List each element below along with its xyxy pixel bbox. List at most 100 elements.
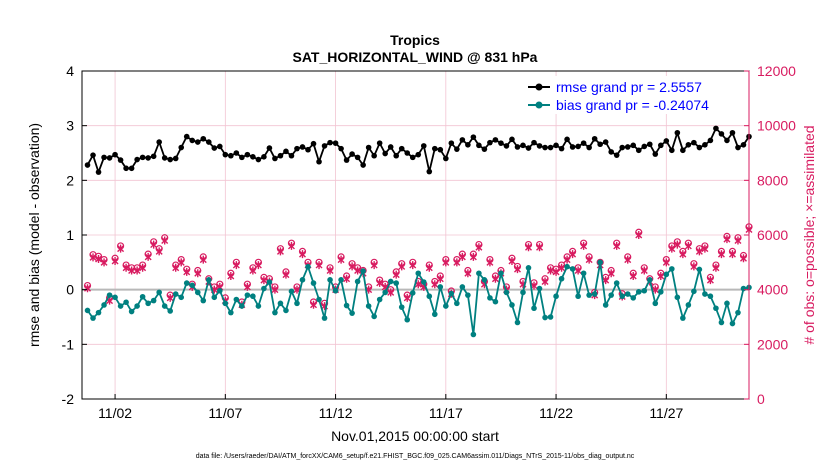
rmse-point [123,165,129,172]
bias-point [509,302,515,308]
obs-assimilated-point [343,274,351,283]
rmse-point [178,144,185,151]
obs-assimilated-point [249,266,257,275]
obs-assimilated-point [464,269,472,278]
rmse-point [128,165,135,172]
rmse-point [415,151,422,158]
rmse-point [117,157,124,163]
obs-assimilated-point [475,243,483,252]
y-tick-label: 2 [66,172,74,188]
rmse-point [371,152,377,159]
rmse-point [316,158,322,165]
rmse-point [569,144,576,150]
obs-assimilated-point [574,266,582,275]
bias-point [652,300,659,307]
obs-assimilated-point [486,258,494,267]
obs-assimilated-point [370,261,378,270]
obs-assimilated-point [392,270,400,279]
obs-assimilated-point [111,256,119,265]
bias-point [255,303,262,309]
obs-assimilated-point [161,236,169,245]
bias-point [564,263,570,270]
y-tick-label: 3 [66,118,74,134]
rmse-point [487,139,493,146]
obs-assimilated-point [580,241,588,250]
rmse-point [90,152,96,158]
rmse-point [376,140,383,146]
bias-point [321,315,328,321]
rmse-point [702,142,708,148]
bias-point [420,279,427,285]
bias-point [437,284,444,290]
rmse-point [724,137,730,144]
obs-assimilated-point [128,266,136,275]
rmse-point [635,147,642,154]
obs-assimilated-point [552,267,560,276]
rmse-point [580,140,587,146]
obs-assimilated-point [122,263,130,272]
rmse-point [426,168,433,175]
obs-assimilated-point [547,266,555,275]
rmse-point [503,143,510,149]
obs-assimilated-point [635,231,643,239]
rmse-point [729,129,736,136]
obs-assimilated-point [657,272,665,280]
bias-point [250,293,256,300]
obs-assimilated-point [585,255,593,264]
rmse-point [641,143,648,150]
rmse-point [332,140,339,146]
obs-assimilated-point [326,266,334,275]
bias-point [735,309,741,316]
bias-point [624,291,631,297]
rmse-point [591,135,598,142]
bias-point [443,303,449,309]
obs-assimilated-point [525,243,532,252]
bias-point [371,313,377,320]
legend-box [523,76,745,114]
bias-point [288,288,295,295]
bias-point [134,303,140,309]
bias-point [669,266,675,272]
bias-point [189,282,196,289]
rmse-point [454,146,460,152]
obs-assimilated-point [695,247,703,256]
rmse-point [354,154,361,161]
bias-point [409,290,416,296]
bias-point [161,303,168,309]
bias-point [217,287,223,294]
legend-rmse-marker [535,83,543,91]
obs-assimilated-point [177,258,185,267]
rmse-point [398,145,405,152]
obs-assimilated-point [243,282,251,291]
rmse-point [696,144,703,151]
obs-assimilated-point [513,265,521,274]
bias-point [613,280,620,286]
obs-assimilated-point [260,276,268,285]
bias-point [685,302,692,308]
grid-layer [82,71,749,399]
y-tick-label-right: 2000 [757,336,788,352]
obs-assimilated-point [701,244,709,253]
rmse-point [244,151,251,158]
obs-assimilated-point [569,250,577,259]
rmse-point [470,134,477,140]
obs-assimilated-point [491,274,499,283]
obs-assimilated-point [199,255,207,264]
rmse-point [404,150,411,156]
bias-point [547,314,554,320]
bias-point [465,292,471,298]
x-tick-label: 11/22 [539,405,573,421]
bias-point [459,284,466,290]
bias-point [316,296,322,303]
obs-assimilated-point [133,266,141,275]
rmse-point [239,154,245,161]
rmse-point [161,155,168,161]
bias-point [244,292,251,298]
obs-assimilated-point [624,255,632,264]
bias-point [194,289,201,296]
bias-point [680,315,686,321]
obs-assimilated-point [398,262,406,271]
y-axis-label-right: # of obs: o=possible; ×=assimilated [801,125,817,344]
obs-assimilated-point [155,247,163,256]
bias-point [525,265,532,271]
